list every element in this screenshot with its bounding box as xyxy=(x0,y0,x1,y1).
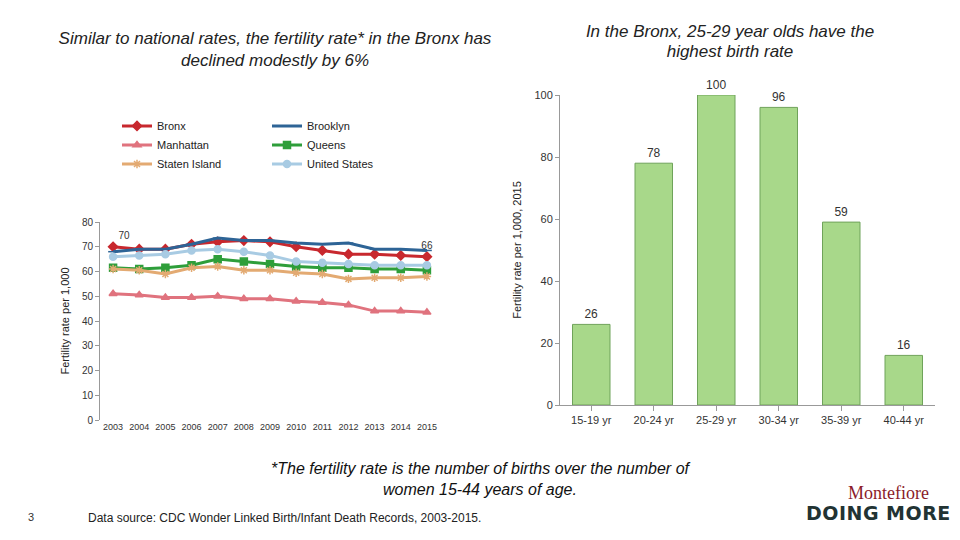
svg-text:2014: 2014 xyxy=(391,422,411,432)
svg-text:30: 30 xyxy=(82,340,94,351)
html-text:3: 3 xyxy=(28,511,35,523)
svg-text:15-19 yr: 15-19 yr xyxy=(571,414,612,426)
svg-text:Queens: Queens xyxy=(307,139,346,151)
svg-text:2012: 2012 xyxy=(338,422,358,432)
html-text:Data source: CDC Wonder Linked: Data source: CDC Wonder Linked Birth/Inf… xyxy=(88,511,482,525)
svg-text:26: 26 xyxy=(584,307,598,321)
svg-text:2010: 2010 xyxy=(286,422,306,432)
svg-text:100: 100 xyxy=(706,78,726,92)
svg-text:2015: 2015 xyxy=(417,422,437,432)
svg-text:0: 0 xyxy=(87,415,93,426)
svg-text:2011: 2011 xyxy=(313,422,332,432)
svg-text:2013: 2013 xyxy=(365,422,385,432)
svg-text:35-39 yr: 35-39 yr xyxy=(821,414,862,426)
svg-text:25-29 yr: 25-29 yr xyxy=(696,414,737,426)
svg-text:Fertility rate per 1,000: Fertility rate per 1,000 xyxy=(59,268,71,375)
svg-text:2003: 2003 xyxy=(103,422,123,432)
svg-text:30-34 yr: 30-34 yr xyxy=(759,414,800,426)
svg-text:20: 20 xyxy=(541,337,553,349)
svg-text:2004: 2004 xyxy=(129,422,149,432)
svg-text:20-24 yr: 20-24 yr xyxy=(634,414,675,426)
svg-text:0: 0 xyxy=(547,399,553,411)
svg-text:80: 80 xyxy=(541,151,553,163)
svg-text:50: 50 xyxy=(82,291,94,302)
svg-text:70: 70 xyxy=(118,230,130,241)
html-text:DOING MORE: DOING MORE xyxy=(806,502,951,524)
svg-text:Bronx: Bronx xyxy=(157,120,186,132)
svg-text:2008: 2008 xyxy=(234,422,254,432)
svg-text:60: 60 xyxy=(82,266,94,277)
svg-text:2005: 2005 xyxy=(155,422,175,432)
svg-text:20: 20 xyxy=(82,365,94,376)
svg-text:2007: 2007 xyxy=(208,422,228,432)
svg-text:40-44 yr: 40-44 yr xyxy=(884,414,925,426)
svg-text:Manhattan: Manhattan xyxy=(157,139,209,151)
svg-text:Fertility rate per 1,000, 2015: Fertility rate per 1,000, 2015 xyxy=(511,181,523,319)
html-text:Montefiore: Montefiore xyxy=(848,483,929,503)
svg-text:80: 80 xyxy=(82,217,94,228)
svg-text:16: 16 xyxy=(897,338,911,352)
html-text:In the Bronx, 25-29 year olds: In the Bronx, 25-29 year olds have the h… xyxy=(585,22,875,61)
svg-text:40: 40 xyxy=(541,275,553,287)
svg-text:60: 60 xyxy=(541,213,553,225)
svg-text:66: 66 xyxy=(421,240,433,251)
svg-text:78: 78 xyxy=(647,146,661,160)
svg-text:2009: 2009 xyxy=(260,422,280,432)
svg-text:United States: United States xyxy=(307,158,374,170)
svg-text:Staten Island: Staten Island xyxy=(157,158,221,170)
svg-text:70: 70 xyxy=(82,241,94,252)
svg-text:2006: 2006 xyxy=(182,422,202,432)
svg-text:96: 96 xyxy=(772,90,786,104)
svg-text:10: 10 xyxy=(82,390,94,401)
svg-text:59: 59 xyxy=(834,205,848,219)
svg-text:100: 100 xyxy=(534,89,552,101)
svg-text:40: 40 xyxy=(82,316,94,327)
svg-text:Brooklyn: Brooklyn xyxy=(307,120,350,132)
html-text:*The fertility rate is the num: *The fertility rate is the number of bir… xyxy=(271,460,689,498)
html-text:Similar to national rates, the: Similar to national rates, the fertility… xyxy=(58,29,492,70)
